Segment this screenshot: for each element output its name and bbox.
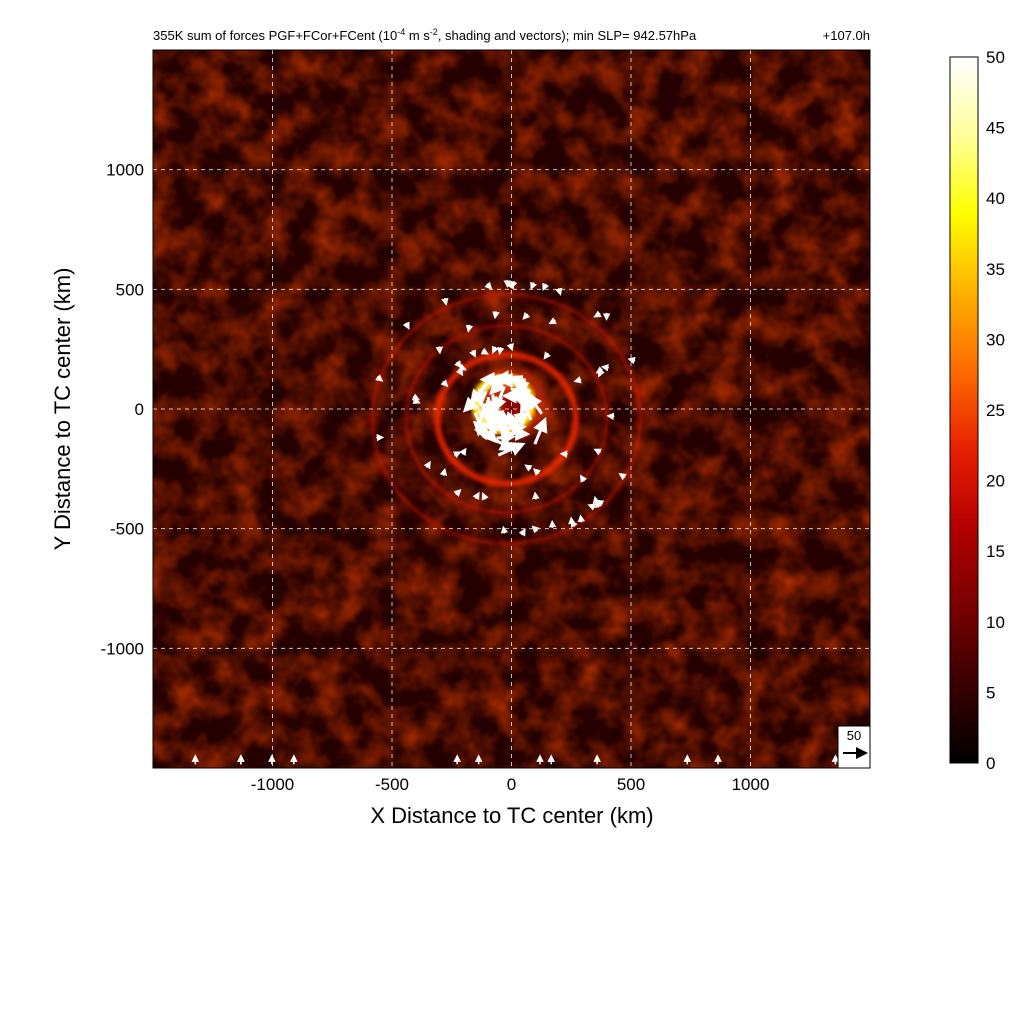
force-vector	[484, 281, 493, 290]
y-tick-label: 0	[135, 400, 144, 419]
force-vector	[518, 528, 526, 537]
x-tick-label: -500	[375, 775, 409, 794]
force-vector	[593, 448, 602, 456]
force-vector	[497, 442, 526, 457]
x-tick-label: 500	[617, 775, 645, 794]
force-vector	[453, 489, 462, 497]
reference-vector-label: 50	[847, 728, 861, 743]
force-vector	[481, 427, 498, 444]
colorbar-tick-label: 40	[986, 189, 1005, 208]
y-axis-title: Y Distance to TC center (km)	[50, 268, 75, 551]
force-vector	[459, 447, 467, 456]
force-vector	[469, 349, 476, 358]
force-vector	[497, 372, 526, 388]
force-vector	[600, 364, 609, 372]
force-vector	[412, 396, 421, 404]
x-tick-label: 1000	[732, 775, 770, 794]
force-vector	[587, 503, 596, 511]
force-vector	[462, 391, 484, 413]
force-vector	[568, 516, 576, 525]
force-vector	[497, 346, 505, 355]
force-vector	[543, 351, 551, 360]
force-vector	[593, 310, 602, 318]
x-tick-label: 0	[507, 775, 516, 794]
force-vector	[592, 495, 600, 505]
x-axis-ticks: -1000 -500 0 500 1000	[251, 775, 770, 794]
force-vector	[533, 416, 548, 445]
force-vector	[519, 385, 534, 403]
force-vector	[507, 410, 530, 430]
force-vector	[440, 379, 449, 388]
force-vector	[504, 420, 527, 436]
colorbar-tick-label: 0	[986, 754, 995, 773]
force-vector	[548, 317, 557, 325]
rainband	[434, 351, 579, 487]
force-vector	[506, 343, 514, 352]
vector-layer	[191, 279, 857, 765]
force-vector	[555, 287, 563, 296]
force-vector	[496, 430, 517, 446]
force-vector	[492, 311, 500, 320]
force-vector	[500, 525, 509, 534]
colorbar-tick-label: 15	[986, 542, 1005, 561]
force-vector	[579, 474, 588, 483]
y-axis-ticks: 1000 500 0 -500 -1000	[101, 161, 144, 659]
colorbar-tick-label: 50	[986, 48, 1005, 67]
y-tick-label: 1000	[106, 161, 144, 180]
colorbar-tick-label: 20	[986, 472, 1005, 491]
force-vector	[375, 374, 384, 382]
reference-vector-box: 50	[837, 725, 871, 769]
force-vector	[465, 324, 474, 333]
colorbar-tick-label: 45	[986, 119, 1005, 138]
force-vector	[531, 525, 540, 534]
force-vector	[493, 370, 524, 386]
y-tick-label: -500	[110, 520, 144, 539]
force-vector	[532, 468, 541, 476]
force-vector	[524, 464, 533, 472]
force-vector	[577, 514, 586, 523]
rainband	[370, 292, 643, 546]
force-vector	[439, 467, 448, 477]
force-vector	[573, 376, 582, 384]
force-vector	[570, 519, 578, 528]
force-vector	[491, 345, 499, 355]
force-vector	[485, 394, 501, 418]
force-vector	[505, 425, 531, 441]
time-label: +107.0h	[823, 28, 870, 43]
force-vector	[455, 367, 464, 377]
force-vector	[452, 451, 462, 459]
colorbar-tick-label: 5	[986, 683, 995, 702]
force-vector	[441, 297, 449, 306]
plot-frame	[152, 49, 871, 769]
force-vector	[402, 321, 410, 330]
force-vector	[480, 347, 489, 355]
x-axis-title: X Distance to TC center (km)	[370, 803, 653, 828]
force-vector	[481, 492, 489, 501]
force-vector	[542, 282, 550, 292]
force-vector	[627, 356, 636, 365]
force-vector	[532, 491, 540, 500]
force-vector	[454, 360, 462, 369]
colorbar	[949, 56, 979, 764]
force-vector	[522, 311, 531, 320]
x-tick-label: -1000	[251, 775, 294, 794]
colorbar-ticks: 0 5 10 15 20 25 30 35 40 45 50	[986, 48, 1005, 773]
plot-area	[153, 50, 870, 768]
force-vector	[423, 460, 431, 470]
force-vector	[618, 472, 627, 481]
force-vector	[411, 393, 421, 401]
force-vector	[472, 491, 480, 501]
y-tick-label: 500	[116, 280, 144, 299]
colorbar-tick-label: 25	[986, 401, 1005, 420]
y-tick-label: -1000	[101, 639, 144, 658]
colorbar-tick-label: 30	[986, 330, 1005, 349]
force-vector	[530, 281, 538, 290]
force-vector	[506, 281, 515, 290]
colorbar-tick-label: 35	[986, 260, 1005, 279]
chart-title: 355K sum of forces PGF+FCor+FCent (10-4 …	[153, 27, 697, 43]
colorbar-tick-label: 10	[986, 613, 1005, 632]
